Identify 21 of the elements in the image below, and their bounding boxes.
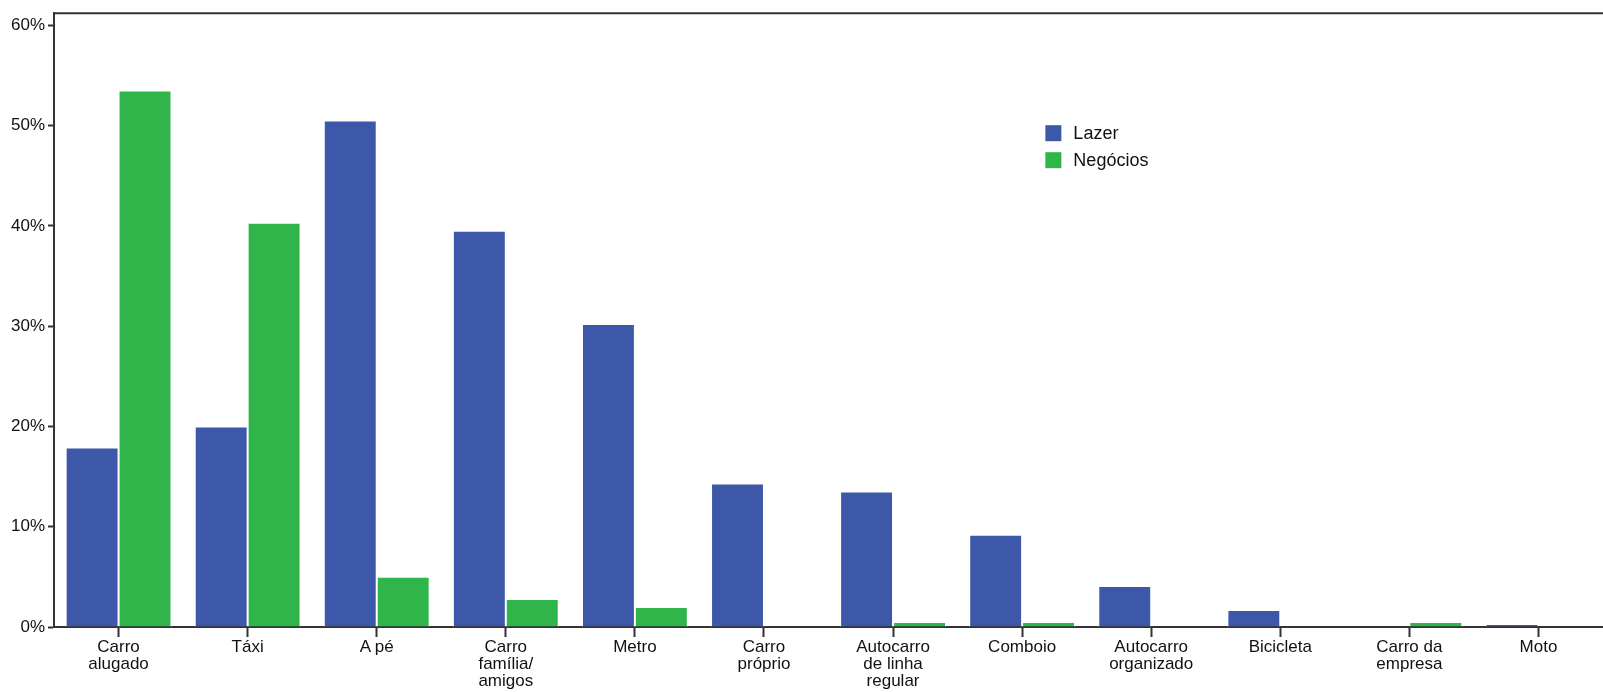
x-tick-label: Carro alugado [88,637,149,674]
legend-label: Lazer [1073,123,1119,144]
y-tick-label: 20% [10,416,46,436]
y-tick-label: 50% [10,115,46,135]
x-tick-label: Comboio [988,637,1057,657]
y-tick-label: 60% [10,14,46,34]
x-tick-label: A pé [359,637,394,657]
y-tick-label: 0% [20,616,46,636]
x-tick-label: Metro [613,637,657,657]
y-tick-label: 30% [10,315,46,335]
x-tick-label: Carro próprio [737,637,791,674]
x-tick-label: Táxi [231,637,264,657]
y-tick-label: 40% [10,215,46,235]
x-tick-label: Carro família/ amigos [478,637,534,691]
x-tick-label: Autocarro de linha regular [856,637,930,691]
legend-label: Negócios [1073,150,1149,171]
x-tick-label: Carro da empresa [1376,637,1443,674]
y-tick-label: 10% [10,516,46,536]
x-tick-label: Autocarro organizado [1109,637,1194,674]
x-tick-label: Bicicleta [1248,637,1313,657]
x-tick-label: Moto [1519,637,1558,657]
